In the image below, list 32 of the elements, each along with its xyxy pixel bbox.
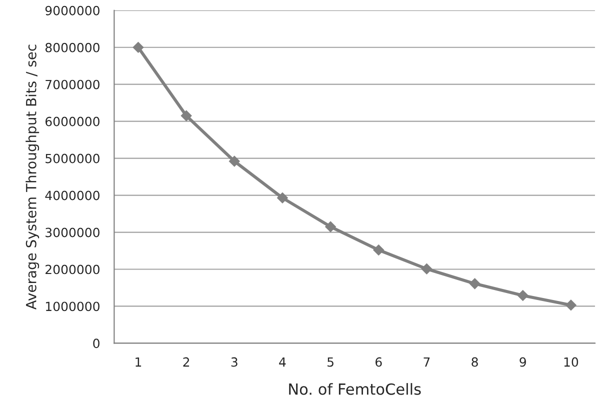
point bbox=[228, 156, 240, 167]
y-tick-label: 3000000 bbox=[46, 228, 100, 238]
y-tick-label: 5000000 bbox=[46, 154, 100, 164]
x-tick-label: 3 bbox=[231, 357, 238, 367]
point bbox=[180, 110, 192, 122]
y-axis-title: Average System Throughput Bits / sec bbox=[26, 44, 40, 310]
x-axis-title: No. of FemtoCells bbox=[289, 383, 421, 395]
y-tick-label: 9000000 bbox=[45, 6, 100, 16]
y-tick-label: 1000000 bbox=[46, 302, 100, 312]
point bbox=[469, 278, 480, 290]
x-tick-label: 6 bbox=[376, 357, 382, 367]
x-tick-label: 4 bbox=[279, 357, 286, 367]
x-tick-label: 1 bbox=[136, 357, 142, 367]
y-tick-label: 2000000 bbox=[46, 264, 100, 274]
point bbox=[373, 244, 384, 256]
y-tick-label: 4000000 bbox=[45, 190, 100, 200]
x-tick-label: 9 bbox=[520, 357, 526, 367]
x-tick-label: 5 bbox=[328, 357, 334, 367]
x-tick-label: 8 bbox=[472, 357, 478, 367]
y-tick-label: 6000000 bbox=[46, 116, 100, 126]
x-tick-label: 2 bbox=[183, 357, 190, 367]
x-tick-label: 7 bbox=[424, 357, 430, 367]
y-tick-label: 8000000 bbox=[45, 42, 100, 52]
x-tick-label: 10 bbox=[564, 357, 578, 367]
point bbox=[517, 290, 528, 301]
y-tick-label: 7000000 bbox=[46, 80, 100, 90]
point bbox=[566, 300, 576, 311]
point bbox=[132, 42, 144, 53]
point bbox=[325, 221, 336, 232]
point bbox=[421, 263, 432, 274]
point bbox=[277, 192, 288, 204]
y-tick-label: 0 bbox=[93, 338, 100, 348]
